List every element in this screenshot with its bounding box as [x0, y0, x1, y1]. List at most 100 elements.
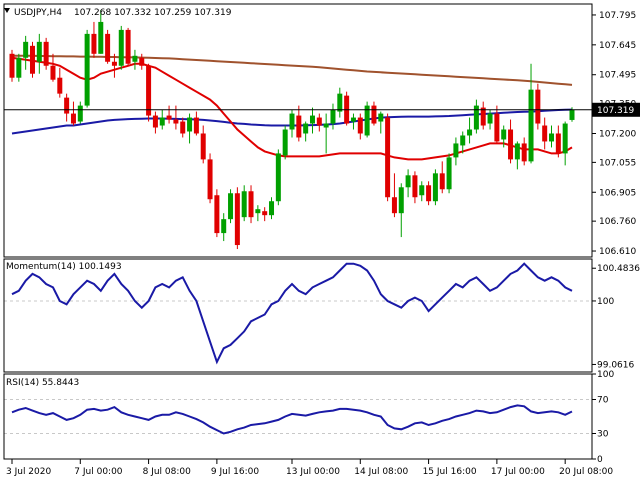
- x-tick-label: 14 Jul 08:00: [354, 467, 408, 477]
- candle-body: [460, 135, 466, 146]
- candle-body: [255, 209, 261, 214]
- candle-body: [64, 97, 70, 114]
- candle-body: [555, 133, 561, 154]
- momentum-label: Momentum(14) 100.1493: [6, 262, 122, 272]
- x-tick-label: 15 Jul 16:00: [423, 467, 477, 477]
- panel-frame: [3, 3, 593, 258]
- y-tick-label: 107.645: [599, 41, 636, 51]
- candle-body: [453, 143, 459, 158]
- rsi-panel: [4, 399, 592, 435]
- candle-body: [337, 93, 343, 112]
- candle-body: [412, 175, 418, 198]
- candle-body: [166, 115, 172, 120]
- candle-body: [303, 123, 309, 134]
- candle-body: [398, 187, 404, 214]
- candle-body: [159, 117, 165, 126]
- candle-body: [480, 107, 486, 126]
- candle-body: [91, 33, 97, 54]
- y-tick-label: 106.610: [599, 247, 636, 257]
- candle-body: [180, 121, 186, 134]
- panel-frame: [3, 373, 593, 460]
- candle-body: [467, 129, 473, 136]
- candle-body: [562, 123, 568, 154]
- price-tag-label: 107.319: [597, 106, 634, 116]
- ma-fast-line: [11, 56, 573, 161]
- y-tick-label: 107.350: [599, 100, 636, 110]
- candle-body: [57, 77, 63, 94]
- candle-body: [207, 159, 213, 200]
- candle-body: [9, 53, 15, 78]
- rsi-tick-label: 30: [597, 430, 609, 440]
- candle-body: [330, 109, 336, 124]
- candle-body: [105, 33, 111, 62]
- ma-fast-path: [11, 56, 573, 161]
- y-tick-label: 107.795: [599, 11, 636, 21]
- candle-body: [405, 175, 411, 188]
- candle-body: [228, 193, 234, 220]
- candle-body: [111, 61, 117, 66]
- x-tick-label: 9 Jul 16:00: [211, 467, 260, 477]
- momentum-path: [11, 262, 573, 365]
- candle-body: [508, 129, 514, 160]
- candle-body: [248, 191, 254, 218]
- x-tick-label: 17 Jul 00:00: [491, 467, 545, 477]
- candle-body: [446, 157, 452, 190]
- price-tag: [592, 102, 640, 117]
- candle-body: [309, 115, 315, 124]
- candle-body: [535, 89, 541, 124]
- candle-body: [139, 57, 145, 66]
- candle-body: [316, 117, 322, 126]
- candle-body: [569, 109, 575, 120]
- candle-body: [132, 55, 138, 62]
- candle-body: [549, 133, 555, 142]
- ma-slow-path: [12, 54, 573, 86]
- candle-body: [173, 119, 179, 124]
- candle-body: [364, 105, 370, 136]
- candle-body: [494, 113, 500, 142]
- candle-body: [221, 219, 227, 234]
- candle-body: [378, 113, 384, 122]
- candle-body: [70, 113, 76, 124]
- candle-body: [193, 117, 199, 134]
- candle-body: [29, 45, 35, 74]
- x-tick-label: 7 Jul 00:00: [74, 467, 123, 477]
- candle-body: [282, 129, 288, 156]
- y-tick-label: 107.055: [599, 158, 636, 168]
- candle-body: [200, 133, 206, 160]
- momentum-tick-label: 100: [597, 297, 614, 307]
- candle-body: [262, 211, 268, 216]
- candle-body: [234, 193, 240, 246]
- candle-body: [528, 89, 534, 162]
- candle-body: [125, 29, 131, 64]
- candle-body: [36, 41, 42, 62]
- candles: [9, 9, 575, 250]
- candle-body: [514, 143, 520, 160]
- candle-body: [146, 65, 152, 116]
- momentum-panel: [4, 262, 592, 365]
- candle-body: [323, 123, 329, 128]
- candle-body: [269, 201, 275, 216]
- dropdown-triangle-icon[interactable]: [4, 8, 10, 13]
- candle-body: [391, 197, 397, 214]
- x-tick-label: 8 Jul 08:00: [143, 467, 192, 477]
- ohlc-label: 107.268 107.332 107.259 107.319: [74, 8, 232, 18]
- momentum-tick-label: 99.0616: [597, 360, 634, 370]
- candle-body: [187, 117, 193, 132]
- x-tick-label: 3 Jul 2020: [6, 467, 51, 477]
- rsi-tick-label: 70: [597, 396, 609, 406]
- x-tick-label: 13 Jul 00:00: [286, 467, 340, 477]
- panel-frames: [3, 3, 593, 460]
- candle-body: [419, 185, 425, 196]
- candle-body: [487, 113, 493, 124]
- candle-body: [50, 65, 56, 80]
- ma-slow-line: [12, 54, 573, 86]
- candle-body: [84, 33, 90, 106]
- y-tick-label: 106.905: [599, 188, 636, 198]
- candle-body: [521, 143, 527, 162]
- candle-body: [371, 105, 377, 124]
- candle-body: [289, 113, 295, 130]
- rsi-label: RSI(14) 55.8443: [6, 378, 79, 388]
- candle-body: [275, 153, 281, 202]
- panel-frame: [3, 258, 593, 373]
